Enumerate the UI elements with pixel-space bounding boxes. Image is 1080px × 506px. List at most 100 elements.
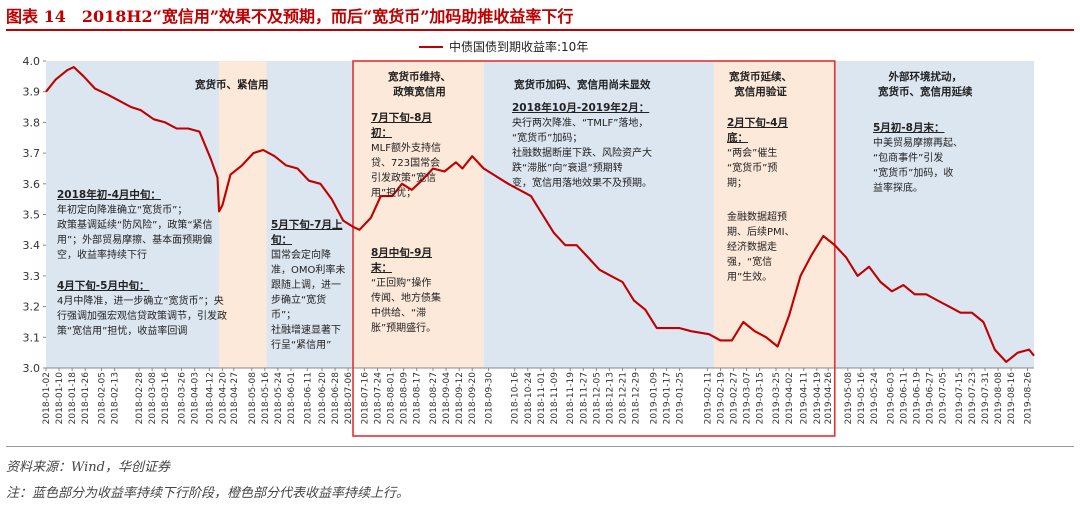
phase1-line: 用”；外部贸易摩擦、基本面预期偏 [57, 235, 213, 246]
phase5-line: “宽货币”加码； [512, 133, 583, 144]
x-tick-label: 2018-02-13 [111, 372, 121, 424]
x-tick-labels: 2018-01-02 2018-01-10 2018-01-18 2018-01-26… [42, 368, 1033, 424]
x-tick-label: 2018-06-01 [287, 372, 297, 424]
phase6-head: 底： [727, 132, 748, 144]
phase3-line: 币”； [271, 310, 297, 321]
highlight-box [352, 60, 836, 437]
x-tick-label: 2018-03-08 [148, 372, 158, 425]
legend-label: 中债国债到期收益率:10年 [449, 39, 588, 54]
x-tick-label: 2018-06-28 [331, 372, 341, 425]
phase4-note-b: 8月中旬-9月 末： “正回购”操作 传闻、地方债集 中供给、“滞 胀”预期盛行… [371, 246, 441, 336]
phase3-line: 跟随上调，进一 [271, 280, 341, 291]
yield-chart: 3.0 3.1 3.2 3.3 3.4 3.5 3.6 3.7 3.8 3.9 4.0 中债国债到期… [23, 39, 1035, 437]
x-tick-label: 2018-06-20 [318, 372, 328, 425]
x-tick-label: 2019-07-15 [955, 372, 965, 424]
phase7-title-line: 宽货币、宽信用延续 [878, 86, 973, 98]
x-tick-label: 2018-01-18 [68, 372, 78, 425]
rising-yield-band [713, 61, 835, 368]
x-tick-label: 2018-07-06 [344, 372, 354, 425]
phase4a-line: 引发政策“宽信 [371, 173, 437, 184]
x-tick-label: 2019-04-11 [800, 372, 810, 424]
phase1-line: 空，收益率持续下行 [57, 250, 147, 261]
phase4b-line: 中供给、“滞 [371, 308, 427, 319]
x-tick-label: 2019-02-19 [716, 372, 726, 425]
phase6-line: “两会”催生 [727, 148, 778, 159]
x-tick-label: 2018-05-08 [248, 372, 258, 425]
phase4b-line: 传闻、地方债集 [371, 293, 441, 304]
phase5-line: 跌“滞胀”向“衰退”预期转 [512, 163, 623, 174]
y-tick-label: 4.0 [23, 55, 41, 68]
x-tick-label: 2019-04-02 [785, 372, 795, 424]
phase6-note: 2月下旬-4月 底： “两会”催生 “宽货币”预 期； [727, 116, 788, 191]
phase1-line: 政策基调延续“防风险”，政策“紧信 [57, 220, 213, 231]
phase2-line: 策“宽信用”担忧，收益率回调 [57, 326, 188, 337]
y-tick-label: 3.1 [23, 331, 41, 344]
phase4-note-a: 7月下旬-8月 初： MLF额外支持信 贷、723国常会 引发政策“宽信 用”担… [371, 111, 441, 201]
phase3-head: 5月下旬-7月上 [271, 219, 343, 231]
x-tick-label: 2019-05-08 [844, 372, 854, 425]
phase5-title: 宽货币加码、宽信用尚未显效 [514, 79, 651, 91]
phase4b-line: 胀”预期盛行。 [371, 323, 437, 334]
phase3-line: 行呈“紧信用” [271, 340, 332, 351]
x-tick-label: 2019-08-08 [994, 372, 1004, 425]
falling-yield-band [46, 61, 220, 368]
phase4a-line: 用”担忧； [371, 188, 417, 199]
x-tick-label: 2019-06-19 [912, 372, 922, 425]
x-tick-label: 2018-12-13 [605, 372, 615, 424]
phase5-note: 2018年10月-2019年2月： 央行两次降准、“TMLF”落地， “宽货币”… [512, 101, 652, 191]
phase3-head: 旬： [271, 234, 292, 246]
x-tick-label: 2019-05-24 [870, 372, 880, 425]
x-tick-label: 2018-08-01 [387, 372, 397, 424]
phase1-head: 2018年初-4月中旬： [57, 189, 161, 201]
phase6b-line: 用”生效。 [727, 272, 773, 283]
phase6-line: “宽货币”预 [727, 163, 778, 174]
phase4a-head: 初： [371, 127, 392, 139]
phase6b-line: 强，“宽信 [727, 257, 773, 268]
y-tick-label: 3.2 [23, 301, 41, 314]
figure-title: 图表 14 2018H2“宽信用”效果不及预期，而后“宽货币”加码助推收益率下行 [6, 7, 574, 26]
x-tick-label: 2018-04-27 [230, 372, 240, 424]
phase5-line: 变，宽信用落地效果不及预期。 [512, 178, 652, 189]
x-tick-label: 2019-06-27 [925, 372, 935, 424]
x-tick-label: 2018-04-12 [205, 372, 215, 424]
phase6b-line: 金融数据超预 [727, 212, 787, 223]
falling-yield-band [834, 61, 1034, 368]
x-tick-label: 2019-01-17 [663, 372, 673, 424]
y-tick-label: 3.6 [23, 178, 41, 191]
phase2-head: 4月下旬-5月中旬： [57, 280, 150, 292]
x-tick-label: 2018-01-02 [42, 372, 52, 424]
phase3-note: 5月下旬-7月上 旬： 国常会定向降 准，OMO利率未 跟随上调，进一 步确立“… [271, 218, 345, 353]
x-tick-label: 2018-09-30 [485, 372, 495, 425]
x-tick-label: 2018-03-16 [161, 372, 171, 425]
x-tick-label: 2019-03-15 [756, 372, 766, 424]
x-tick-label: 2018-07-24 [374, 372, 384, 425]
x-tick-label: 2018-09-04 [442, 372, 452, 425]
title-rule [6, 29, 1074, 31]
phase3-line: 国常会定向降 [271, 250, 331, 261]
phase4a-head: 7月下旬-8月 [371, 112, 432, 124]
x-tick-label: 2019-06-03 [886, 372, 896, 424]
phase4b-line: “正回购”操作 [371, 278, 432, 289]
x-tick-label: 2018-01-10 [55, 372, 65, 425]
x-tick-label: 2018-12-05 [592, 372, 602, 424]
x-tick-label: 2018-04-03 [191, 372, 201, 424]
falling-yield-band [483, 61, 714, 368]
x-tick-label: 2019-04-26 [824, 372, 834, 425]
phase2-note: 4月下旬-5月中旬： 4月中降准，进一步确立“宽货币”；央 行强调加强宏观信贷政… [57, 279, 227, 339]
x-tick-label: 2019-01-25 [676, 372, 686, 424]
x-tick-label: 2018-03-26 [178, 372, 188, 425]
phase6-note-b: 金融数据超预 期、后续PMI、 经济数据走 强，“宽信 用”生效。 [727, 210, 795, 285]
y-tick-label: 3.4 [23, 239, 41, 252]
x-tick-label: 2018-11-01 [537, 372, 547, 424]
phase7-head: 5月初-8月末： [873, 122, 945, 134]
source-note: 资料来源：Wind，华创证券 [6, 460, 170, 475]
x-tick-label: 2019-03-07 [743, 372, 753, 424]
phase6b-line: 期、后续PMI、 [727, 227, 795, 238]
phase6-title-line: 宽信用验证 [734, 86, 787, 98]
x-tick-label: 2018-08-17 [413, 372, 423, 424]
y-tick-label: 3.5 [23, 209, 41, 222]
phase4b-head: 8月中旬-9月 [371, 247, 432, 259]
phase2-line: 行强调加强宏观信贷政策调节，引发政 [57, 311, 227, 322]
rising-yield-band [353, 61, 484, 368]
x-tick-label: 2018-02-28 [135, 372, 145, 425]
